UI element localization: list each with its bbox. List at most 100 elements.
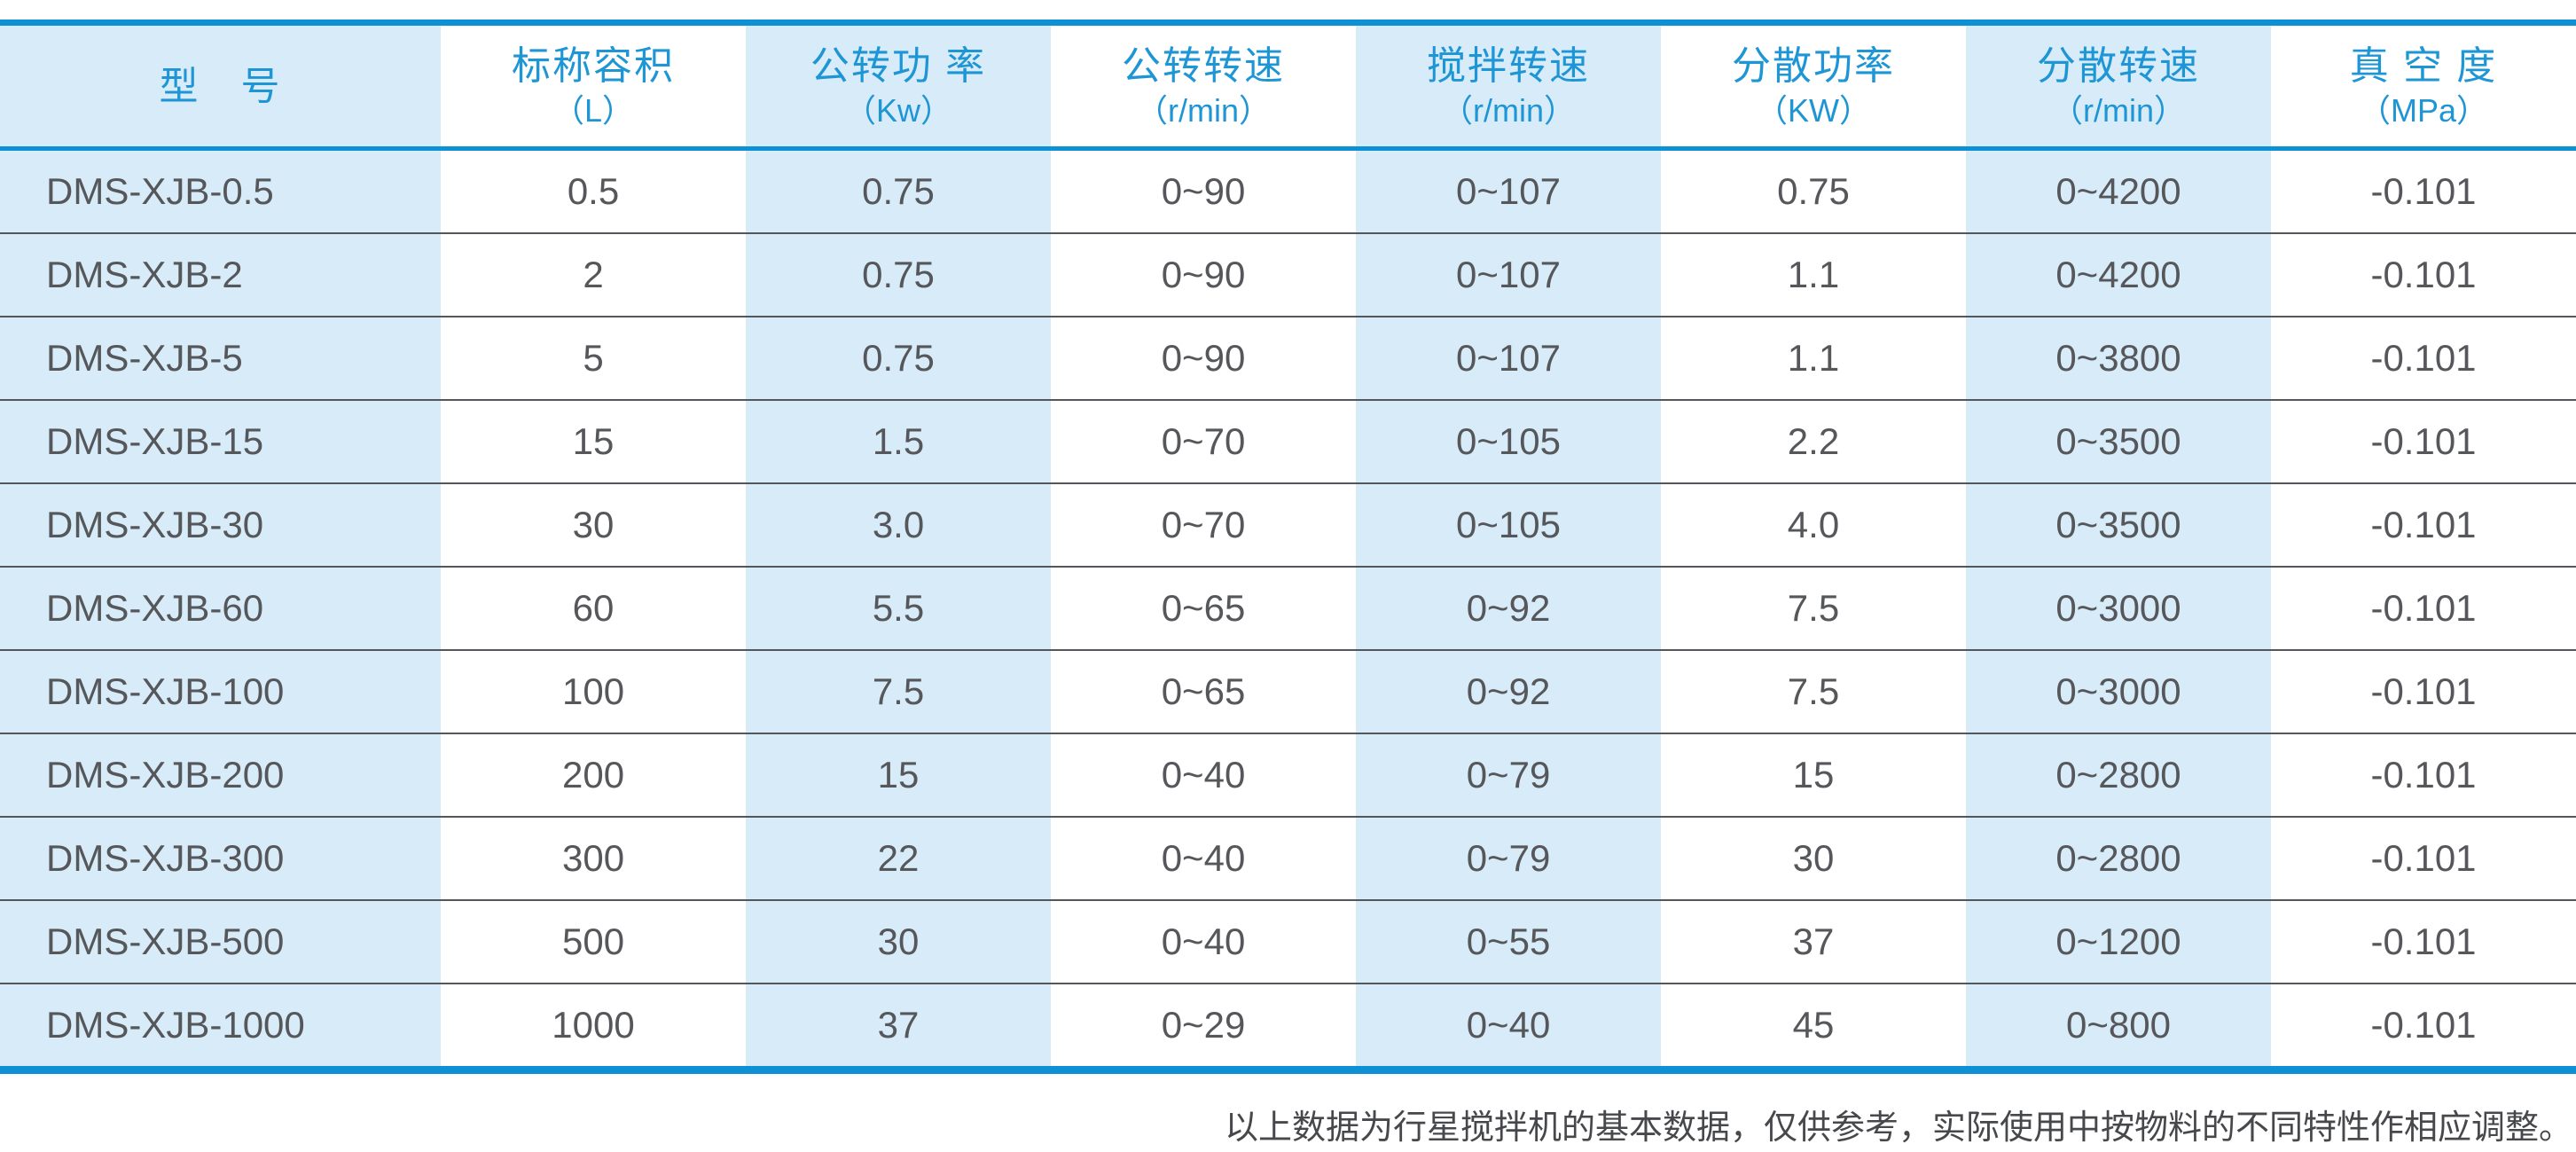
cell: 0.75 [1661,151,1966,232]
cell: 0.5 [441,151,747,232]
cell-model: DMS-XJB-100 [0,651,442,733]
cell: 15 [1661,734,1966,816]
table-row: DMS-XJB-5 5 0.75 0~90 0~107 1.1 0~3800 -… [0,316,2576,399]
cell: 0~3000 [1966,568,2271,649]
cell: 0~79 [1356,734,1661,816]
table-row: DMS-XJB-1000 1000 37 0~29 0~40 45 0~800 … [0,983,2576,1066]
header-cell-revolution-speed: 公转转速 （r/min） [1051,26,1357,146]
cell: 0~3500 [1966,401,2271,482]
header-cell-nominal-volume: 标称容积 （L） [441,26,747,146]
cell: 45 [1661,984,1966,1066]
header-label: 型 号 [159,64,282,108]
header-label: 公转功 率 [810,44,987,88]
cell: 0~65 [1051,651,1357,733]
header-unit: （r/min） [1136,92,1272,129]
cell: 1.5 [746,401,1052,482]
table-row: DMS-XJB-300 300 22 0~40 0~79 30 0~2800 -… [0,816,2576,899]
cell: 0.75 [746,234,1052,316]
table-row: DMS-XJB-0.5 0.5 0.75 0~90 0~107 0.75 0~4… [0,151,2576,232]
cell: -0.101 [2271,734,2576,816]
cell-model: DMS-XJB-15 [0,401,442,482]
cell: 0.75 [746,317,1052,399]
cell: -0.101 [2271,234,2576,316]
cell: -0.101 [2271,984,2576,1066]
cell: -0.101 [2271,484,2576,566]
header-unit: （MPa） [2358,92,2489,129]
cell: 0~92 [1356,651,1661,733]
header-label: 标称容积 [512,44,676,88]
cell: 7.5 [1661,568,1966,649]
cell: 0~800 [1966,984,2271,1066]
cell: 30 [441,484,747,566]
cell: 1000 [441,984,747,1066]
cell-model: DMS-XJB-1000 [0,984,442,1066]
cell: 0~90 [1051,317,1357,399]
cell: 0~4200 [1966,151,2271,232]
header-unit: （L） [552,92,635,129]
cell: -0.101 [2271,151,2576,232]
cell: 0~107 [1356,317,1661,399]
cell: 0~70 [1051,484,1357,566]
header-unit: （Kw） [844,92,953,129]
cell: 300 [441,818,747,899]
cell-model: DMS-XJB-5 [0,317,442,399]
cell: 0~40 [1356,984,1661,1066]
cell: 0~1200 [1966,901,2271,983]
cell: 7.5 [746,651,1052,733]
cell: 0.75 [746,151,1052,232]
header-cell-model: 型 号 [0,26,442,146]
cell: 0~92 [1356,568,1661,649]
header-label: 搅拌转速 [1427,44,1590,88]
cell: 0~105 [1356,401,1661,482]
cell: 0~105 [1356,484,1661,566]
cell: 0~40 [1051,818,1357,899]
cell-model: DMS-XJB-30 [0,484,442,566]
cell-model: DMS-XJB-500 [0,901,442,983]
header-label: 真 空 度 [2349,44,2498,88]
header-unit: （r/min） [1441,92,1576,129]
header-label: 公转转速 [1122,44,1286,88]
cell: -0.101 [2271,901,2576,983]
spec-table: 型 号 标称容积 （L） 公转功 率 （Kw） 公转转速 （r/min） 搅拌转… [0,20,2576,1074]
header-unit: （KW） [1756,92,1871,129]
cell-model: DMS-XJB-200 [0,734,442,816]
cell: 0~2800 [1966,818,2271,899]
cell: 37 [746,984,1052,1066]
table-row: DMS-XJB-100 100 7.5 0~65 0~92 7.5 0~3000… [0,649,2576,733]
cell: 0~107 [1356,151,1661,232]
cell: 0~3000 [1966,651,2271,733]
cell: 0~90 [1051,151,1357,232]
header-label: 分散转速 [2037,44,2200,88]
header-label: 分散功率 [1732,44,1895,88]
table-row: DMS-XJB-200 200 15 0~40 0~79 15 0~2800 -… [0,733,2576,816]
header-cell-dispersion-speed: 分散转速 （r/min） [1966,26,2271,146]
cell: 4.0 [1661,484,1966,566]
cell: 0~70 [1051,401,1357,482]
cell: -0.101 [2271,317,2576,399]
cell: 0~90 [1051,234,1357,316]
cell: 2.2 [1661,401,1966,482]
cell: 22 [746,818,1052,899]
header-cell-vacuum-degree: 真 空 度 （MPa） [2271,26,2576,146]
cell-model: DMS-XJB-2 [0,234,442,316]
cell: 1.1 [1661,234,1966,316]
cell: 0~79 [1356,818,1661,899]
cell: 60 [441,568,747,649]
cell: 15 [441,401,747,482]
cell: 7.5 [1661,651,1966,733]
cell: 1.1 [1661,317,1966,399]
header-cell-revolution-power: 公转功 率 （Kw） [746,26,1052,146]
table-row: DMS-XJB-30 30 3.0 0~70 0~105 4.0 0~3500 … [0,482,2576,566]
cell: 0~40 [1051,734,1357,816]
cell: 0~40 [1051,901,1357,983]
cell: 3.0 [746,484,1052,566]
cell: 0~2800 [1966,734,2271,816]
table-header-row: 型 号 标称容积 （L） 公转功 率 （Kw） 公转转速 （r/min） 搅拌转… [0,26,2576,151]
cell: 2 [441,234,747,316]
cell: 0~3800 [1966,317,2271,399]
cell: 0~29 [1051,984,1357,1066]
cell-model: DMS-XJB-0.5 [0,151,442,232]
cell: 30 [746,901,1052,983]
cell: 0~55 [1356,901,1661,983]
cell: 0~65 [1051,568,1357,649]
